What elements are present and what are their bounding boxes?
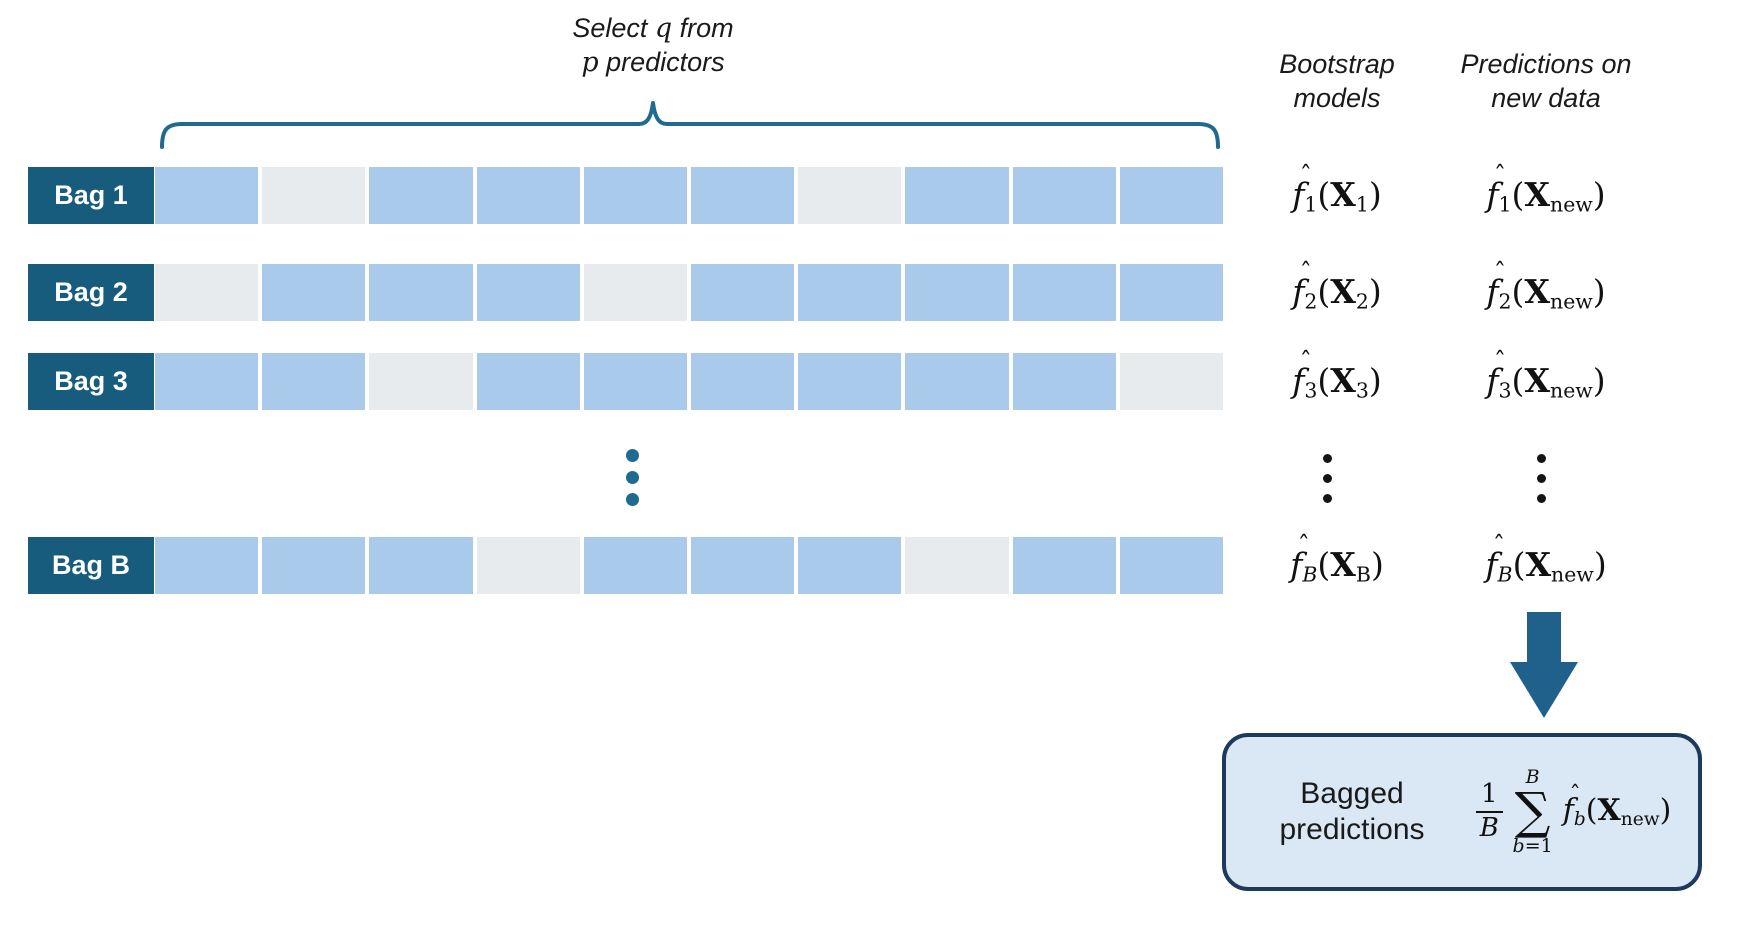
predictor-cell-selected xyxy=(155,537,259,594)
predictor-cell-selected xyxy=(1119,167,1224,224)
fb-xnew-term: ˆ fb(Xnew) xyxy=(1562,781,1672,831)
bag-2-label: Bag 2 xyxy=(28,264,154,321)
bag-1-label: Bag 1 xyxy=(28,167,154,224)
predictor-cell-selected xyxy=(798,537,902,594)
predictor-cell-selected xyxy=(905,264,1009,321)
math-var-p: p xyxy=(581,46,599,78)
predictor-cell-selected xyxy=(1119,537,1224,594)
one-over-B-fraction: 1 B xyxy=(1476,779,1503,844)
bag-row-B: Bag B ˆ fB(XB) ˆ fB(Xnew) xyxy=(0,531,1762,594)
math-var-q: q xyxy=(654,13,673,44)
predictor-cell-excluded xyxy=(476,537,580,594)
predictor-cell-selected xyxy=(155,353,259,410)
predictor-cell-excluded xyxy=(1119,353,1224,410)
predictor-cell-selected xyxy=(476,353,580,410)
predictor-cell-selected xyxy=(1012,353,1116,410)
bagged-predictions-formula: 1 B B ∑ b=1 ˆ fb(Xnew) xyxy=(1476,765,1672,858)
bag-1-predictor-bar xyxy=(155,167,1224,224)
predictor-cell-selected xyxy=(691,353,795,410)
vertical-ellipsis-predictions-icon xyxy=(1537,454,1546,503)
predictor-cell-selected xyxy=(691,537,795,594)
predictor-cell-selected xyxy=(369,167,473,224)
bag-row-1: Bag 1 ˆ f1(X1) ˆ f1(Xnew) xyxy=(0,161,1762,224)
predictor-cell-selected xyxy=(369,537,473,594)
down-arrow-icon xyxy=(1510,612,1578,718)
predictor-cell-selected xyxy=(798,264,902,321)
annotation-line-1: Select q from xyxy=(572,13,734,44)
predictor-cell-selected xyxy=(691,167,795,224)
bag-2-model-formula: ˆ f2(X2) xyxy=(1292,258,1382,314)
predictor-cell-excluded xyxy=(369,353,473,410)
bag-row-2: Bag 2 ˆ f2(X2) ˆ f2(Xnew) xyxy=(0,258,1762,321)
bootstrap-models-header: Bootstrap models xyxy=(1279,49,1395,113)
predictor-cell-selected xyxy=(262,353,366,410)
bagged-predictions-label: Bagged predictions xyxy=(1279,777,1425,846)
predictor-cell-selected xyxy=(798,353,902,410)
predictor-cell-selected xyxy=(369,264,473,321)
predictor-cell-selected xyxy=(262,537,366,594)
bag-row-3: Bag 3 ˆ f3(X3) ˆ f3(Xnew) xyxy=(0,347,1762,410)
vertical-ellipsis-bars-icon xyxy=(626,449,639,506)
predictor-cell-excluded xyxy=(583,264,688,321)
predictor-cell-excluded xyxy=(262,167,366,224)
annotation-line-2: p predictors xyxy=(581,46,725,78)
predictor-cell-excluded xyxy=(155,264,259,321)
bag-1-model-formula: ˆ f1(X1) xyxy=(1292,161,1382,217)
bag-3-label: Bag 3 xyxy=(28,353,154,410)
bag-2-prediction-formula: ˆ f2(Xnew) xyxy=(1486,258,1606,314)
predictor-cell-excluded xyxy=(798,167,902,224)
bag-B-predictor-bar xyxy=(155,537,1224,594)
selection-annotation: Select q from p predictors xyxy=(403,12,903,80)
vertical-ellipsis-models-icon xyxy=(1323,454,1332,503)
bag-3-model-formula: ˆ f3(X3) xyxy=(1292,347,1382,403)
predictor-cell-selected xyxy=(583,167,688,224)
predictor-cell-selected xyxy=(691,264,795,321)
bag-2-predictor-bar xyxy=(155,264,1224,321)
predictor-cell-selected xyxy=(262,264,366,321)
predictor-cell-selected xyxy=(476,264,580,321)
predictor-cell-selected xyxy=(476,167,580,224)
predictor-cell-selected xyxy=(1012,167,1116,224)
bag-B-prediction-formula: ˆ fB(Xnew) xyxy=(1485,531,1607,587)
curly-brace-icon xyxy=(160,101,1220,149)
bag-3-predictor-bar xyxy=(155,353,1224,410)
predictor-cell-selected xyxy=(1119,264,1224,321)
bag-B-model-formula: ˆ fB(XB) xyxy=(1290,531,1384,587)
predictions-header: Predictions on new data xyxy=(1460,49,1632,113)
bag-1-prediction-formula: ˆ f1(Xnew) xyxy=(1486,161,1606,217)
summation-symbol: B ∑ b=1 xyxy=(1512,765,1553,858)
predictor-cell-selected xyxy=(583,353,688,410)
predictor-cell-selected xyxy=(905,353,1009,410)
predictor-cell-selected xyxy=(155,167,259,224)
predictor-cell-excluded xyxy=(905,537,1009,594)
predictor-cell-selected xyxy=(1012,537,1116,594)
bag-B-label: Bag B xyxy=(28,537,154,594)
bagged-predictions-box: Bagged predictions 1 B B ∑ b=1 ˆ fb(Xnew) xyxy=(1222,733,1702,891)
predictor-cell-selected xyxy=(1012,264,1116,321)
predictor-cell-selected xyxy=(905,167,1009,224)
bag-3-prediction-formula: ˆ f3(Xnew) xyxy=(1486,347,1606,403)
predictor-cell-selected xyxy=(583,537,688,594)
